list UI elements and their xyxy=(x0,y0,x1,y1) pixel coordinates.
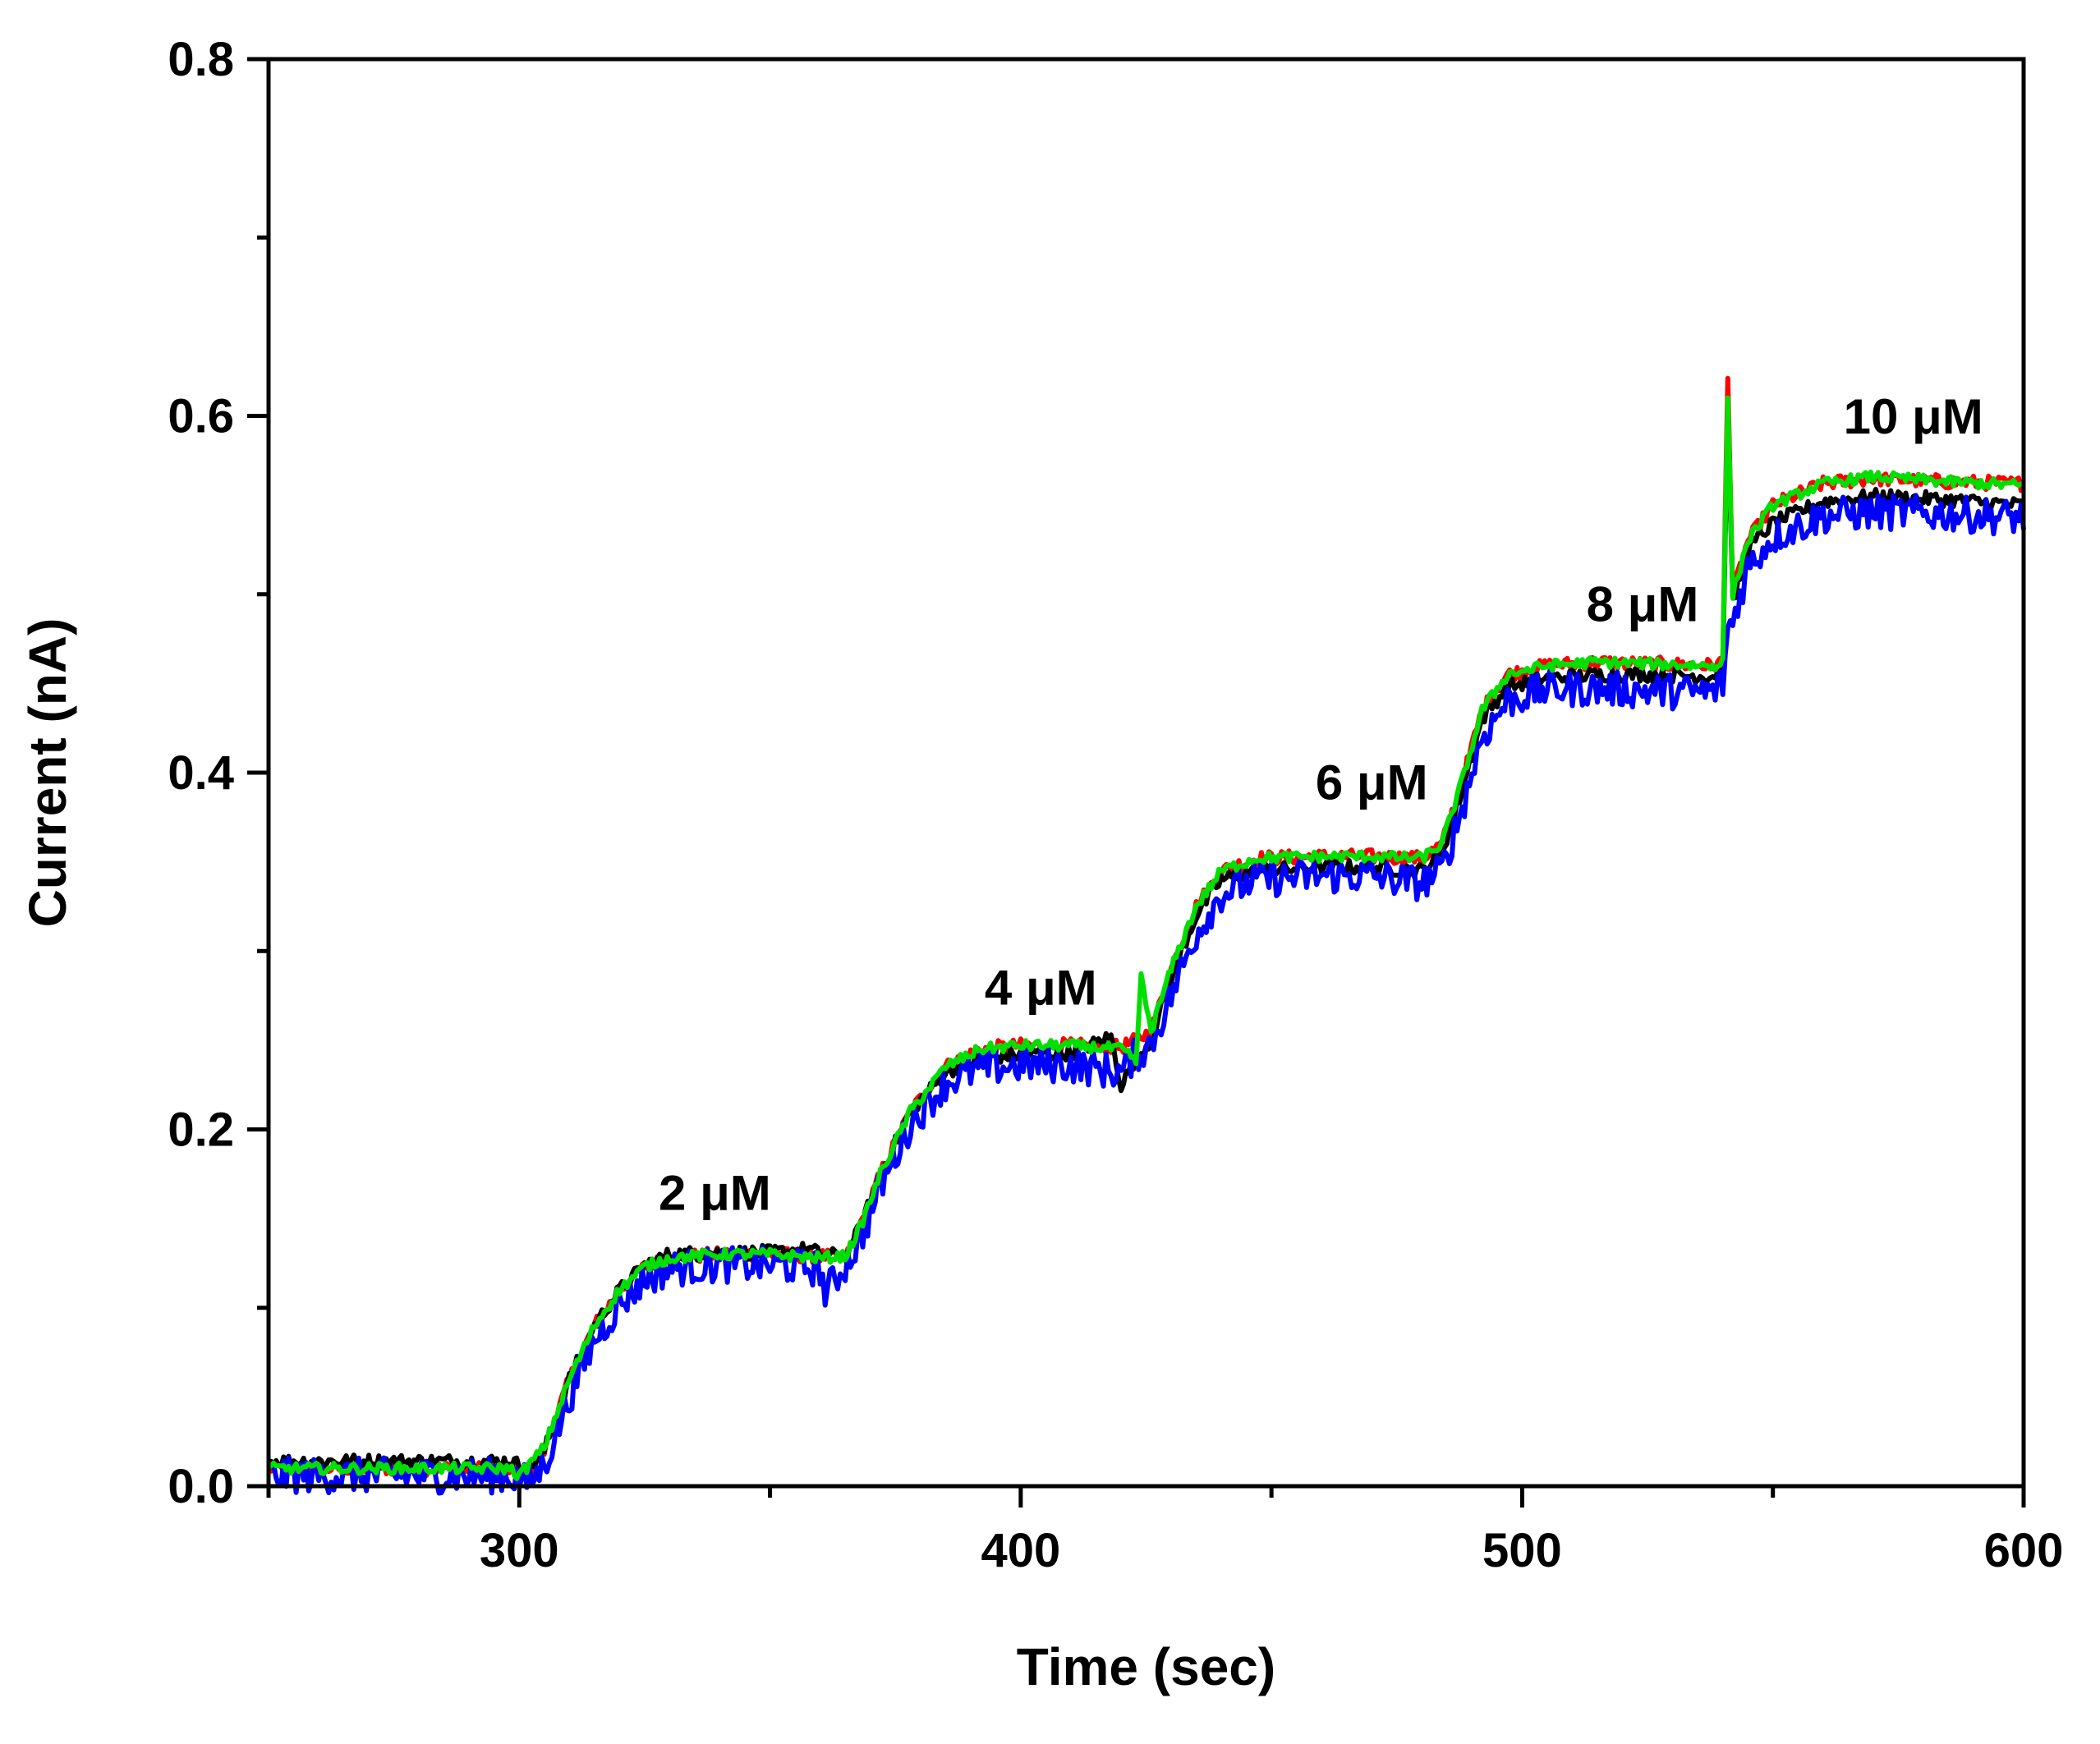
concentration-annotation: 4 μM xyxy=(985,960,1097,1015)
annotation-layer: 2 μM 4 μM 6 μM 8 μM 10 μM xyxy=(659,389,1983,1220)
x-tick-label: 500 xyxy=(1482,1524,1562,1577)
series-line-blue-trace xyxy=(267,493,2026,1496)
concentration-annotation: 8 μM xyxy=(1587,576,1699,631)
x-tick-label: 600 xyxy=(1984,1524,2064,1577)
y-tick-label: 0.6 xyxy=(168,390,234,443)
y-axis-title: Current (nA) xyxy=(18,618,77,928)
plot-frame xyxy=(266,57,2026,1489)
y-tick-label: 0.0 xyxy=(168,1460,234,1513)
concentration-annotation: 2 μM xyxy=(659,1165,771,1220)
series-line-green-trace xyxy=(267,395,2024,1481)
x-tick-label: 400 xyxy=(981,1524,1060,1577)
series-layer xyxy=(266,375,2026,1496)
ticks-layer: 300 400 500 600 0.0 0.2 0.4 0.6 0.8 xyxy=(168,33,2063,1577)
concentration-annotation: 6 μM xyxy=(1316,755,1428,810)
x-tick-label: 300 xyxy=(480,1524,559,1577)
concentration-annotation: 10 μM xyxy=(1844,389,1983,444)
x-axis-title: Time (sec) xyxy=(1017,1637,1275,1696)
series-line-black-trace xyxy=(268,420,2026,1476)
y-tick-label: 0.4 xyxy=(168,746,234,800)
y-tick-label: 0.2 xyxy=(168,1104,234,1157)
series-line-red-trace xyxy=(266,375,2024,1480)
y-tick-label: 0.8 xyxy=(168,33,234,86)
